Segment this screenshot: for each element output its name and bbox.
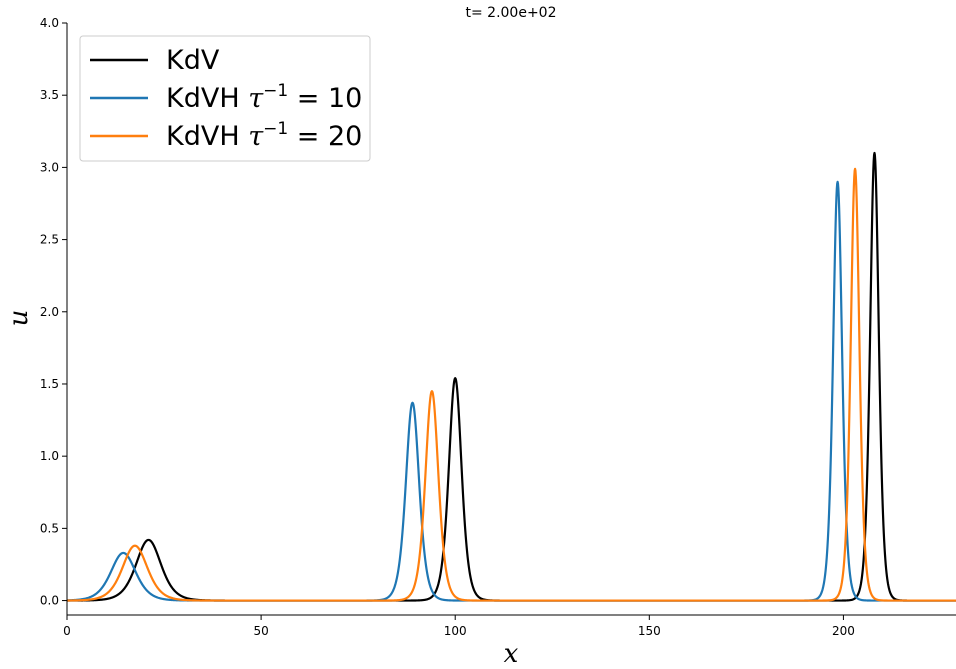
y-ticks: 0.0 0.5 1.0 1.5 2.0 2.5 3.0 3.5 4.0	[40, 16, 67, 608]
legend-label-kdvh-20-base: KdVH	[166, 121, 248, 152]
series-line-kdv	[66, 151, 956, 602]
legend: KdV KdVH τ−1 = 10 KdVH τ−1 = 20	[79, 35, 371, 162]
legend-label-kdvh-20: KdVH τ−1 = 20	[166, 119, 362, 152]
y-tick-label: 4.0	[40, 16, 59, 30]
legend-label-kdvh-10-base: KdVH	[166, 83, 248, 114]
x-tick-label: 50	[253, 624, 268, 638]
legend-label-kdvh-20-tau: τ	[248, 121, 264, 152]
y-tick-label: 3.0	[40, 160, 59, 174]
x-tick-label: 150	[638, 624, 661, 638]
y-tick-label: 1.0	[40, 449, 59, 463]
x-tick-label: 0	[63, 624, 71, 638]
x-ticks: 0 50 100 150 200	[63, 615, 855, 638]
legend-label-kdvh-10-tau: τ	[248, 83, 264, 114]
legend-label-kdvh-10: KdVH τ−1 = 10	[166, 81, 362, 114]
y-tick-label: 2.0	[40, 305, 59, 319]
y-axis-label: u	[4, 310, 34, 327]
x-tick-label: 200	[832, 624, 855, 638]
x-axis-label: x	[504, 639, 519, 669]
legend-label-kdvh-10-exp: −1	[263, 81, 288, 101]
series-line-kdvh-10	[66, 180, 956, 602]
y-tick-label: 1.5	[40, 377, 59, 391]
y-tick-label: 2.5	[40, 233, 59, 247]
plot-area	[66, 151, 956, 602]
x-tick-label: 100	[444, 624, 467, 638]
legend-frame	[79, 35, 371, 162]
y-tick-label: 0.0	[40, 594, 59, 608]
chart-title: t= 2.00e+02	[466, 5, 557, 21]
legend-label-kdvh-20-rest: = 20	[288, 121, 362, 152]
legend-label-kdv: KdV	[166, 45, 220, 76]
legend-label-kdvh-20-exp: −1	[263, 119, 288, 139]
legend-label-kdvh-10-rest: = 10	[288, 83, 362, 114]
axes	[66, 23, 956, 616]
y-tick-label: 3.5	[40, 88, 59, 102]
series-line-kdvh-20	[66, 167, 956, 602]
y-tick-label: 0.5	[40, 521, 59, 535]
